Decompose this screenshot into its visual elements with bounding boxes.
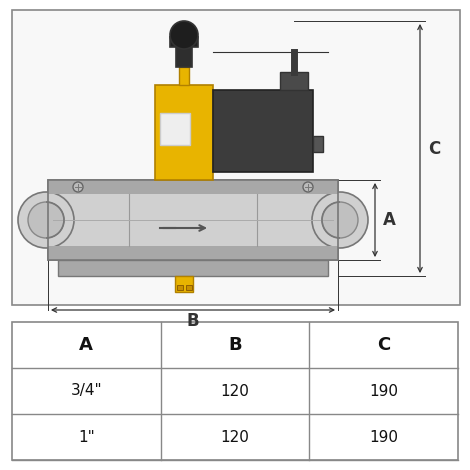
Text: B: B (187, 312, 199, 330)
Bar (160, 113, 190, 145)
Bar (179, 67, 189, 85)
Text: A: A (79, 336, 93, 354)
Bar (12, 322, 458, 460)
Bar (213, 90, 313, 172)
Bar (12, 10, 460, 305)
Circle shape (170, 21, 198, 49)
Bar (170, 37, 198, 47)
Text: 190: 190 (369, 430, 398, 445)
Bar (186, 285, 192, 290)
Text: B: B (228, 336, 242, 354)
Text: C: C (428, 140, 440, 157)
Bar (177, 285, 183, 290)
Circle shape (28, 202, 64, 238)
Text: 1": 1" (78, 430, 95, 445)
Bar (48, 180, 338, 260)
Text: A: A (383, 211, 396, 229)
Circle shape (312, 192, 368, 248)
Circle shape (18, 192, 74, 248)
Text: C: C (377, 336, 390, 354)
Text: 120: 120 (220, 384, 250, 399)
Bar (313, 136, 323, 152)
Text: 190: 190 (369, 384, 398, 399)
Text: 120: 120 (220, 430, 250, 445)
Bar (48, 180, 338, 260)
Bar (176, 37, 192, 67)
Bar (48, 180, 338, 194)
Circle shape (322, 202, 358, 238)
Circle shape (303, 182, 313, 192)
Bar (175, 276, 193, 292)
Circle shape (73, 182, 83, 192)
Bar (155, 85, 213, 180)
Bar (58, 260, 328, 276)
Bar (280, 72, 308, 90)
Bar (48, 246, 338, 260)
Text: 3/4": 3/4" (70, 384, 102, 399)
